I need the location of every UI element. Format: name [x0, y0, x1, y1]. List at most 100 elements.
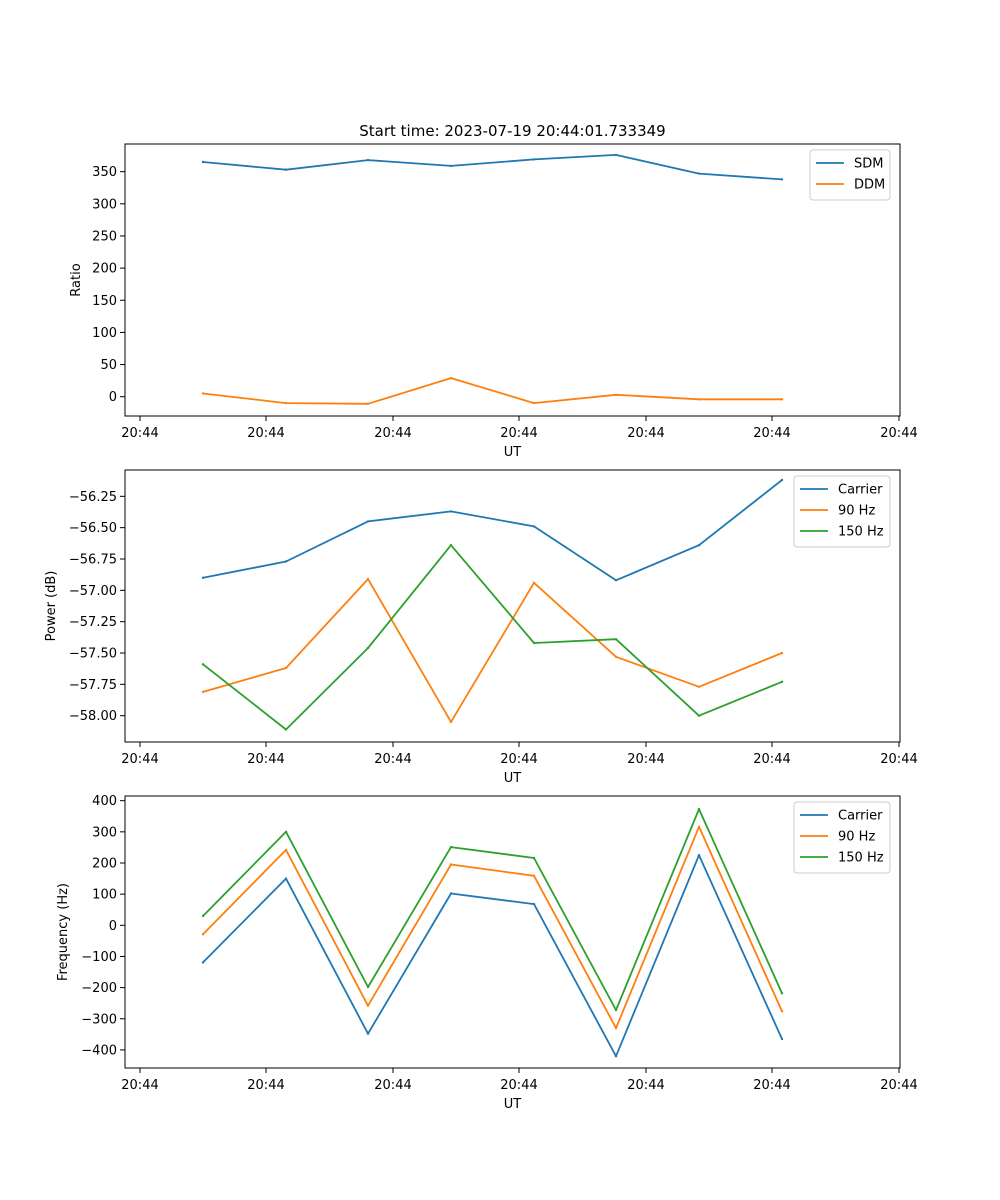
y-tick-label: 300 — [92, 197, 117, 212]
x-tick-label: 20:44 — [753, 426, 790, 441]
data-point-sdm — [532, 158, 536, 161]
y-tick-label: −57.00 — [69, 584, 117, 599]
data-point-90-hz — [532, 581, 536, 584]
y-tick-label: 0 — [109, 919, 117, 934]
x-tick-label: 20:44 — [121, 426, 158, 441]
data-point-150-hz — [366, 646, 370, 650]
data-point-carrier — [697, 854, 701, 857]
axes-frame — [124, 469, 901, 743]
y-tick-label: −58.00 — [69, 709, 117, 724]
y-tick-label: 100 — [92, 326, 117, 341]
data-point-150-hz — [201, 914, 205, 918]
x-tick-label: 20:44 — [880, 1078, 917, 1093]
data-point-90-hz — [449, 720, 453, 724]
y-tick-label: 0 — [109, 390, 117, 405]
data-point-sdm — [284, 168, 288, 171]
x-tick-label: 20:44 — [374, 1078, 411, 1093]
data-point-150-hz — [697, 714, 701, 717]
data-point-150-hz — [532, 641, 536, 645]
data-point-150-hz — [780, 680, 784, 683]
data-point-ddm — [697, 398, 701, 401]
data-point-sdm — [780, 178, 784, 181]
y-tick-label: −300 — [81, 1012, 117, 1027]
data-point-carrier — [366, 1032, 370, 1035]
x-tick-label: 20:44 — [627, 752, 664, 767]
y-tick-label: 300 — [92, 825, 117, 840]
x-tick-label: 20:44 — [500, 426, 537, 441]
data-point-sdm — [449, 164, 453, 168]
data-point-ddm — [614, 393, 618, 396]
x-tick-label: 20:44 — [500, 752, 537, 767]
data-point-150-hz — [614, 1008, 618, 1012]
data-point-150-hz — [780, 992, 784, 995]
axes-frame — [124, 143, 901, 417]
data-point-90-hz — [780, 1010, 784, 1013]
data-point-90-hz — [284, 666, 288, 670]
frequency-panel: 20:44 20:44 20:44 20:44 20:44 20:44 20:44 UT −40… — [56, 794, 918, 1112]
y-tick-label: −56.75 — [69, 552, 117, 567]
x-tick-label: 20:44 — [374, 752, 411, 767]
x-axis-label: UT — [504, 445, 522, 460]
data-point-150-hz — [449, 544, 453, 547]
data-point-150-hz — [449, 845, 453, 849]
data-point-90-hz — [780, 651, 784, 655]
axes-frame — [124, 795, 901, 1069]
legend-label: Carrier — [838, 483, 883, 498]
data-point-90-hz — [366, 1004, 370, 1007]
x-tick-label: 20:44 — [880, 426, 917, 441]
legend-label: DDM — [854, 178, 885, 193]
data-point-ddm — [532, 401, 536, 405]
y-tick-label: 200 — [92, 262, 117, 277]
x-tick-label: 20:44 — [500, 1078, 537, 1093]
data-point-carrier — [532, 525, 536, 528]
data-point-carrier — [449, 892, 453, 895]
data-point-150-hz — [614, 638, 618, 641]
data-point-150-hz — [366, 985, 370, 989]
x-tick-label: 20:44 — [247, 1078, 284, 1093]
legend-box — [793, 801, 891, 874]
y-tick-label: 150 — [92, 294, 117, 309]
legend-label: 150 Hz — [838, 851, 884, 866]
figure-title: Start time: 2023-07-19 20:44:01.733349 — [359, 122, 665, 140]
legend-label: SDM — [854, 157, 883, 172]
data-point-ddm — [201, 392, 205, 395]
data-point-carrier — [532, 902, 536, 906]
power-panel: 20:44 20:44 20:44 20:44 20:44 20:44 20:44 UT −58… — [44, 469, 918, 786]
data-point-carrier — [614, 1055, 618, 1058]
y-tick-label: −56.25 — [69, 490, 117, 505]
x-tick-label: 20:44 — [121, 1078, 158, 1093]
data-point-carrier — [697, 544, 701, 547]
series-line-ddm — [202, 377, 782, 405]
y-axis-label: Ratio — [69, 263, 84, 296]
legend-label: 90 Hz — [838, 504, 875, 519]
x-tick-label: 20:44 — [627, 1078, 664, 1093]
x-tick-label: 20:44 — [247, 426, 284, 441]
data-point-ddm — [284, 401, 288, 405]
data-point-carrier — [284, 877, 288, 880]
y-tick-label: 350 — [92, 165, 117, 180]
data-point-sdm — [614, 153, 618, 157]
x-tick-label: 20:44 — [374, 426, 411, 441]
data-point-sdm — [697, 172, 701, 175]
x-tick-label: 20:44 — [753, 752, 790, 767]
data-point-90-hz — [201, 933, 205, 936]
x-axis-label: UT — [504, 771, 522, 786]
x-tick-label: 20:44 — [627, 426, 664, 441]
data-point-ddm — [449, 376, 453, 380]
data-point-90-hz — [366, 577, 370, 581]
y-tick-label: 250 — [92, 229, 117, 244]
data-point-carrier — [284, 560, 288, 563]
y-tick-label: −57.50 — [69, 647, 117, 662]
data-point-carrier — [366, 520, 370, 523]
data-point-carrier — [201, 961, 205, 964]
data-point-carrier — [614, 579, 618, 582]
y-tick-label: 200 — [92, 856, 117, 871]
data-point-90-hz — [532, 874, 536, 877]
data-point-carrier — [780, 1037, 784, 1041]
series-line-150-hz — [202, 544, 783, 731]
data-point-90-hz — [201, 690, 205, 694]
series-line-carrier — [202, 479, 783, 582]
x-tick-label: 20:44 — [121, 752, 158, 767]
data-point-sdm — [366, 158, 370, 162]
